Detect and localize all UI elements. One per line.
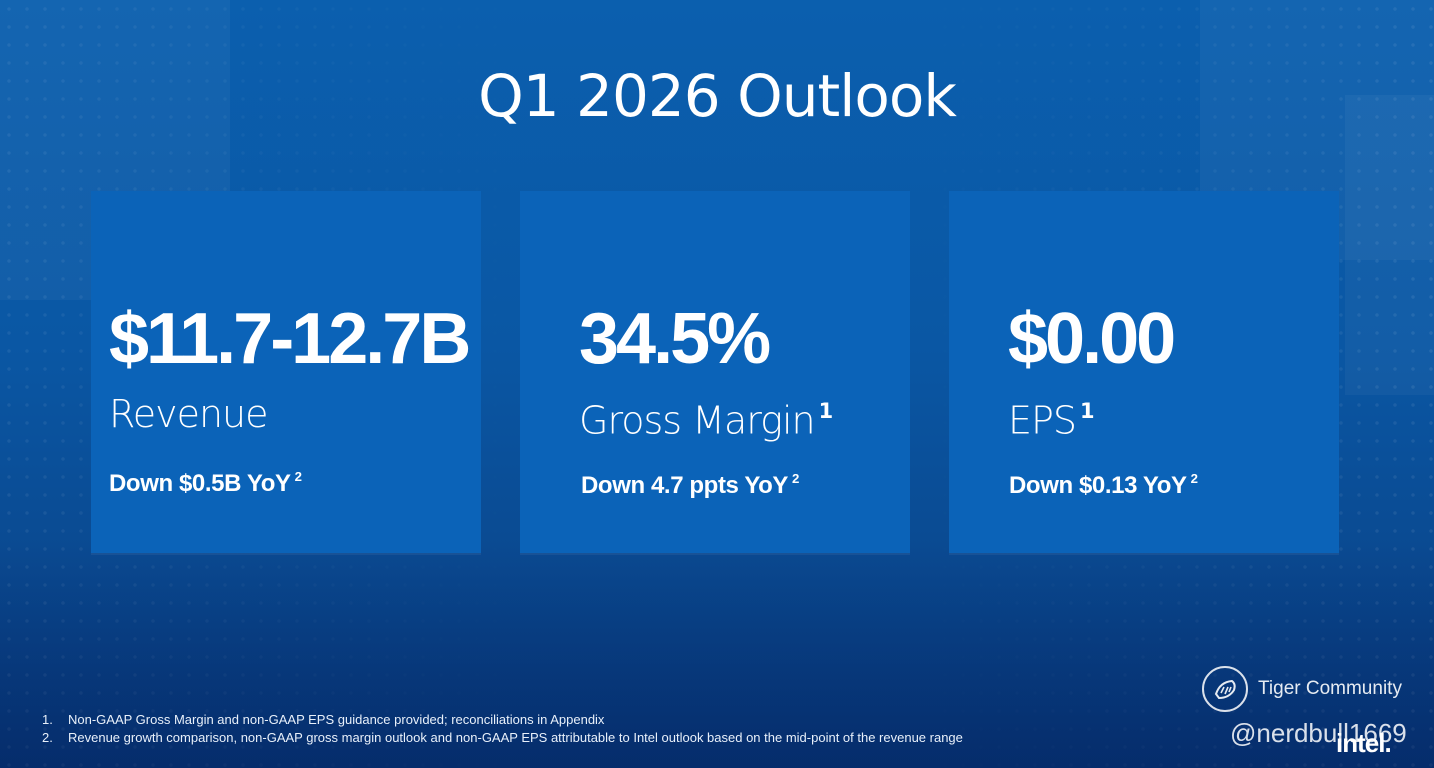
revenue-value: $11.7-12.7B — [109, 299, 471, 379]
page-title: Q1 2026 Outlook — [0, 62, 1434, 130]
revenue-change: Down $0.5B YoY 2 — [109, 469, 302, 497]
footnote-ref: 2 — [294, 469, 302, 484]
eps-card: $0.00 EPS 1 Down $0.13 YoY 2 — [949, 191, 1339, 553]
footnote-ref: 2 — [1190, 471, 1198, 486]
footnote-item: 2. Revenue growth comparison, non-GAAP g… — [42, 729, 963, 745]
tiger-logo-icon — [1202, 666, 1248, 712]
watermark-handle: @nerdbull1669 — [1230, 718, 1407, 748]
gross-margin-label: Gross Margin 1 — [579, 398, 834, 443]
eps-value: $0.00 — [1008, 299, 1176, 379]
gross-margin-value: 34.5% — [579, 299, 771, 379]
eps-label: EPS 1 — [1008, 398, 1095, 443]
intel-logo: intel. — [1336, 728, 1392, 758]
tiger-community-watermark: Tiger Community — [1202, 664, 1412, 714]
revenue-card: $11.7-12.7B Revenue Down $0.5B YoY 2 — [91, 191, 481, 553]
footnotes: 1. Non-GAAP Gross Margin and non-GAAP EP… — [42, 710, 963, 746]
footnote-ref: 2 — [792, 471, 799, 486]
revenue-label: Revenue — [109, 392, 268, 436]
footnote-ref: 1 — [818, 399, 834, 423]
footnote-item: 1. Non-GAAP Gross Margin and non-GAAP EP… — [42, 711, 605, 727]
eps-change: Down $0.13 YoY 2 — [1009, 471, 1198, 499]
footnote-ref: 1 — [1080, 399, 1095, 423]
background-block — [1345, 95, 1434, 395]
background-shade — [0, 540, 1434, 768]
watermark-label: Tiger Community — [1258, 678, 1402, 699]
gross-margin-card: 34.5% Gross Margin 1 Down 4.7 ppts YoY 2 — [520, 191, 910, 553]
gross-margin-change: Down 4.7 ppts YoY 2 — [581, 471, 799, 499]
